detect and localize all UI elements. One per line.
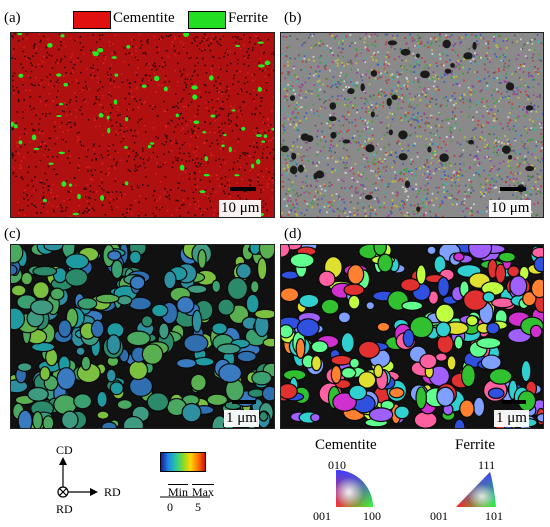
panel-b-scale-label: 10 μm [489, 200, 532, 217]
kam-min-value: 0 [167, 500, 173, 514]
ipf-cementite-left: 001 [313, 509, 331, 523]
panel-b-label: (b) [284, 10, 302, 26]
panel-c-scale-label: 1 μm [224, 410, 259, 427]
panel-d-scale-label: 1 μm [494, 410, 529, 427]
cementite-legend-label: Cementite [113, 10, 175, 26]
panel-b-grain-map [280, 32, 544, 218]
kam-map-image [11, 245, 274, 428]
ipf-cementite-top: 010 [328, 458, 346, 472]
panel-a-label: (a) [4, 10, 21, 26]
ferrite-legend-label: Ferrite [228, 10, 268, 26]
ipf-ferrite-left: 001 [430, 509, 448, 523]
panel-a-phase-map [10, 32, 275, 218]
panel-a-scalebar [230, 187, 256, 191]
ipf-ferrite-right: 101 [485, 509, 503, 523]
ipf-cementite-right: 100 [363, 509, 381, 523]
ipf-cementite-key [336, 470, 373, 507]
kam-max-label: Max [192, 485, 214, 499]
ipf-ferrite-key [456, 472, 496, 507]
panel-b-scalebar [500, 187, 526, 191]
panel-d-ipf-map [280, 244, 544, 429]
panel-c-kam-map [10, 244, 275, 429]
panel-a-scale-label: 10 μm [219, 200, 262, 217]
ipf-map-image [281, 245, 543, 428]
axes-diagram [57, 457, 98, 498]
kam-scale-line [160, 496, 210, 498]
ferrite-swatch [188, 11, 226, 29]
grain-map-image [281, 33, 543, 217]
ipf-ferrite-title: Ferrite [455, 437, 495, 453]
panel-d-label: (d) [284, 226, 302, 242]
axis-cd-label: CD [56, 443, 73, 457]
kam-min-label: Min [168, 485, 189, 499]
axis-rd-bottom-label: RD [56, 502, 73, 516]
kam-max-value: 5 [195, 500, 201, 514]
panel-d-scalebar [502, 400, 526, 404]
ipf-ferrite-top: 111 [478, 458, 496, 472]
phase-map-image [11, 33, 274, 217]
cementite-swatch [73, 11, 111, 29]
ipf-cementite-title: Cementite [315, 437, 377, 453]
axis-rd-right-label: RD [104, 485, 121, 499]
kam-colorbar [160, 452, 206, 472]
panel-c-label: (c) [4, 226, 21, 242]
panel-c-scalebar [232, 400, 256, 404]
